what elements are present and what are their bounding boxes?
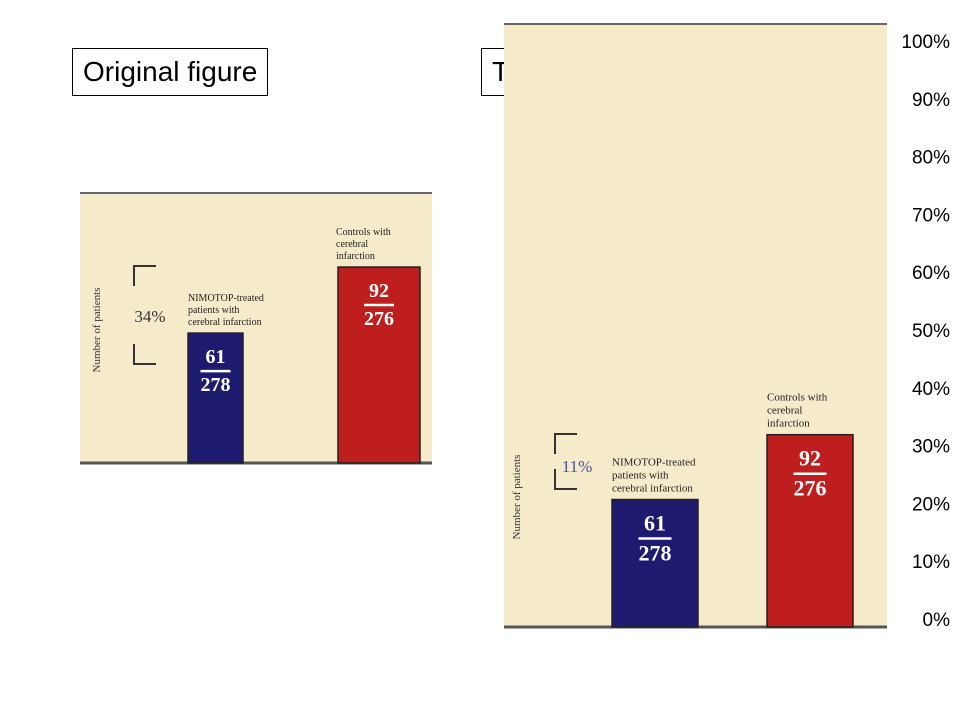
original-bar-value-0: 61 <box>206 346 226 368</box>
to-scale-category-label-1-2: infarction <box>767 418 810 430</box>
to-scale-category-label-0-2: cerebral infarction <box>612 483 693 495</box>
to-scale-category-label-0-1: patients with <box>612 470 669 482</box>
to-scale-bar-value-0: 61 <box>644 511 666 536</box>
original-category-label-1-1: cerebral <box>336 239 368 250</box>
to-scale-bracket-top <box>554 433 577 454</box>
original-ylabel: Number of patients <box>91 288 103 373</box>
original-category-label-0-2: cerebral infarction <box>188 317 262 328</box>
to-scale-category-label-1-1: cerebral <box>767 405 802 417</box>
to-scale-y-tick-5: 50% <box>912 321 950 342</box>
original-bracket-top <box>133 265 156 286</box>
original-bar-control <box>337 266 421 464</box>
original-bracket-label: 34% <box>134 307 165 326</box>
original-bar-value-1: 92 <box>369 280 389 302</box>
to-scale-y-tick-1: 90% <box>912 90 950 111</box>
to-scale-bar-value-1: 92 <box>799 446 821 471</box>
to-scale-bar-treated <box>611 498 699 628</box>
to-scale-y-tick-8: 20% <box>912 494 950 515</box>
to-scale-bracket-label: 11% <box>562 457 593 476</box>
to-scale-bar-denominator-0: 278 <box>639 541 672 566</box>
original-bar-denominator-1: 276 <box>364 308 394 330</box>
to-scale-y-tick-7: 30% <box>912 437 950 458</box>
original-category-label-1-2: infarction <box>336 251 375 262</box>
original-category-label-0-1: patients with <box>188 305 239 316</box>
to-scale-y-tick-3: 70% <box>912 205 950 226</box>
to-scale-y-tick-10: 0% <box>923 610 951 631</box>
to-scale-category-label-0-0: NIMOTOP-treated <box>612 457 696 469</box>
to-scale-bar-control <box>766 433 854 628</box>
to-scale-y-tick-9: 10% <box>912 552 950 573</box>
to-scale-y-tick-6: 40% <box>912 379 950 400</box>
to-scale-bar-denominator-1: 276 <box>794 476 827 501</box>
original-category-label-1-0: Controls with <box>336 227 391 238</box>
to-scale-y-tick-0: 100% <box>901 32 950 53</box>
original-figure-label: Original figure <box>72 48 269 96</box>
to-scale-y-tick-2: 80% <box>912 148 950 169</box>
original-bar-treated <box>187 332 244 464</box>
original-category-label-0-0: NIMOTOP-treated <box>188 293 264 304</box>
original-bracket-bottom <box>133 344 156 365</box>
to-scale-bracket-bottom <box>554 469 577 490</box>
to-scale-category-label-1-0: Controls with <box>767 392 828 404</box>
to-scale-ylabel: Number of patients <box>511 455 523 540</box>
to-scale-y-tick-4: 60% <box>912 263 950 284</box>
original-bar-denominator-0: 278 <box>201 374 231 396</box>
